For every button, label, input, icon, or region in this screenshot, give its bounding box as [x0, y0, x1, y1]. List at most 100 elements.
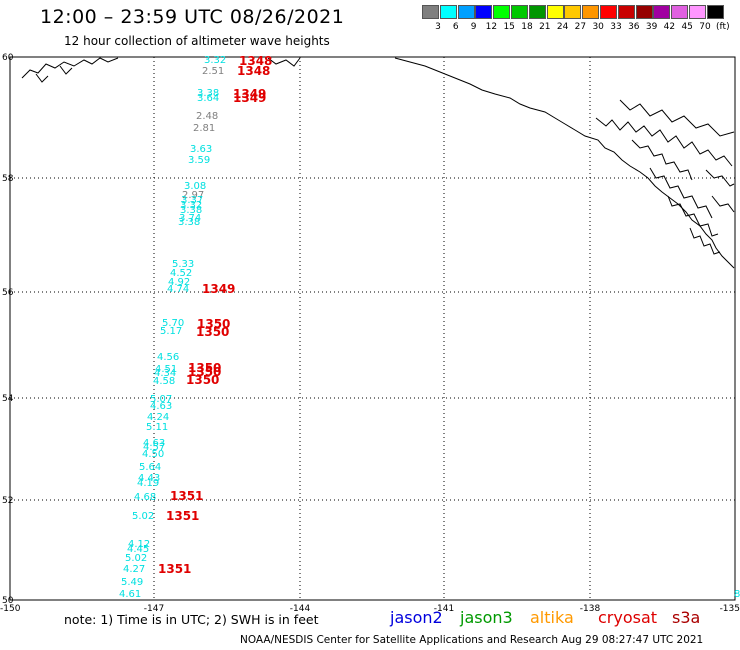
legend-label: 21	[539, 22, 551, 32]
latitude-tick-label: 58	[2, 174, 14, 184]
legend-label: 30	[592, 22, 604, 32]
satellite-legend-item: s3a	[672, 608, 701, 627]
legend-swatch	[439, 5, 457, 19]
longitude-tick-label: -144	[290, 604, 311, 614]
legend-swatch	[653, 5, 671, 19]
wave-height-label: 4.56	[157, 352, 179, 363]
wave-height-label: 4.50	[142, 449, 164, 460]
legend-label: (ft)	[716, 22, 730, 32]
wave-height-label: 4.58	[153, 376, 175, 387]
wave-height-label: 3.37	[181, 195, 203, 206]
wave-height-label: 3.38	[197, 88, 219, 99]
panhandle-islands	[595, 117, 733, 167]
wave-height-label: 5.49	[121, 577, 143, 588]
longitude-tick-label: -147	[144, 604, 164, 614]
wave-height-label: 3.38	[178, 217, 200, 228]
legend-label: 39	[645, 22, 658, 32]
wave-height-label: 3.08	[184, 181, 206, 192]
legend-swatch	[546, 5, 564, 19]
yakutat-coast	[267, 57, 301, 67]
legend-swatch	[493, 5, 511, 19]
pass-time-label: 1351	[166, 509, 199, 523]
page-subtitle: 12 hour collection of altimeter wave hei…	[64, 34, 330, 48]
legend-swatch	[635, 5, 653, 19]
pass-time-label: 1349	[233, 91, 266, 105]
wave-height-label: 4.27	[123, 564, 145, 575]
archipelago-d	[689, 227, 721, 255]
legend-swatch	[564, 5, 582, 19]
satellite-legend-item: cryosat	[598, 608, 658, 627]
wave-height-label: 4.92	[168, 277, 190, 288]
wave-height-label: 2.97	[182, 190, 204, 201]
wave-height-label: 4.68	[134, 492, 156, 503]
longitude-axis: -150 -147 -144 -141 -138 -135	[0, 604, 740, 614]
wave-height-label: 4.12	[128, 539, 150, 550]
pass-time-label: 1350	[196, 325, 229, 339]
wave-height-label: 3.32	[204, 55, 226, 66]
legend-label: 33	[610, 22, 622, 32]
legend-swatch	[706, 5, 724, 19]
pass-time-label: 1348	[237, 64, 270, 78]
legend-swatch	[422, 5, 439, 19]
pass-time-label: 1350	[186, 373, 219, 387]
pass-time-label: 1351	[158, 562, 191, 576]
longitude-tick-label: -150	[0, 604, 21, 614]
legend-label: 42	[663, 22, 676, 32]
legend-label: 3	[435, 22, 441, 32]
wave-height-label: 5.07	[150, 394, 172, 405]
wave-height-label: 4.63	[143, 438, 165, 449]
pass-time-label: 1349	[202, 282, 235, 296]
time-label-layer: 1348134813491349134913501350135013501350…	[158, 54, 272, 576]
wave-height-label: 4.34	[154, 368, 176, 379]
legend-swatch	[671, 5, 689, 19]
latitude-tick-label: 50	[2, 596, 14, 606]
wave-height-label: 3.63	[190, 144, 212, 155]
legend-swatch	[582, 5, 600, 19]
legend-swatch	[600, 5, 617, 19]
archipelago-c	[667, 195, 719, 237]
wave-height-label: 4.57	[143, 442, 165, 453]
mainland-fjords-2	[705, 169, 735, 213]
satellite-legend-item: jason3	[460, 608, 513, 627]
legend-label: 6	[452, 22, 459, 32]
wave-height-label: 8	[734, 589, 740, 600]
wave-height-label: 2.81	[193, 123, 215, 134]
wave-height-label: 4.24	[147, 412, 169, 423]
legend-swatch	[528, 5, 546, 19]
wave-height-label: 4.61	[119, 589, 141, 600]
wave-height-label: 2.48	[196, 111, 218, 122]
wave-height-label: 4.51	[155, 364, 177, 375]
footer-credit: NOAA/NESDIS Center for Satellite Applica…	[240, 634, 704, 646]
longitude-tick-label: -141	[434, 604, 454, 614]
pass-time-label: 1350	[188, 361, 221, 375]
pass-time-label: 1348	[239, 54, 272, 68]
latitude-tick-label: 56	[2, 288, 14, 298]
latitude-tick-label: 52	[2, 496, 13, 506]
archipelago-a	[631, 139, 693, 181]
wave-height-label: 5.02	[132, 511, 154, 522]
wave-height-label: 4.52	[170, 268, 192, 279]
legend-label: 18	[521, 22, 533, 32]
legend-label: 27	[574, 22, 587, 32]
satellite-legend-item: altika	[530, 608, 574, 627]
latitude-axis: 60 58 56 54 52 50	[2, 53, 14, 606]
latitude-tick-label: 54	[2, 394, 14, 404]
pass-time-label: 1350	[188, 365, 221, 379]
longitude-tick-label: -138	[580, 604, 601, 614]
wave-height-label: 5.11	[146, 422, 168, 433]
wave-height-label: 4.74	[167, 284, 189, 295]
legend-swatch	[457, 5, 475, 19]
wave-height-label: 3.64	[197, 93, 219, 104]
wave-height-label: 4.43	[138, 473, 160, 484]
gulf-coast	[394, 57, 735, 269]
mainland-fjords	[619, 99, 735, 137]
graticule	[10, 57, 735, 600]
map-frame	[9, 56, 736, 601]
wave-height-label: 5.02	[125, 553, 147, 564]
legend-label: 12	[485, 22, 498, 32]
wave-height-label: 5.70	[162, 318, 184, 329]
wave-height-label: 3.59	[188, 155, 210, 166]
pass-time-label: 1349	[233, 87, 266, 101]
legend-swatch	[475, 5, 493, 19]
